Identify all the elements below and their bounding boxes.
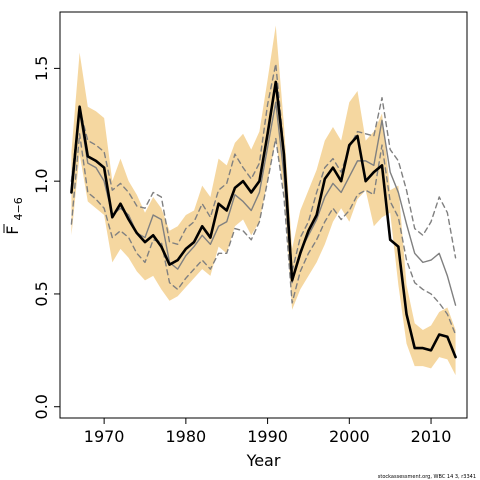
y-tick-label: 0.5 bbox=[32, 281, 51, 306]
y-axis-title-symbol: F bbox=[3, 226, 22, 235]
x-tick-label: 1990 bbox=[247, 427, 288, 446]
x-tick-label: 2010 bbox=[411, 427, 452, 446]
y-axis-title: F 4−6 bbox=[3, 197, 25, 235]
y-tick-label: 1.0 bbox=[32, 168, 51, 193]
previous-upper-line bbox=[70, 63, 457, 273]
previous-lower-line bbox=[70, 133, 457, 336]
x-tick-label: 1980 bbox=[166, 427, 207, 446]
svg-text:F 4−6: F 4−6 bbox=[3, 197, 25, 235]
x-tick-label: 2000 bbox=[329, 427, 370, 446]
plot-area bbox=[59, 11, 468, 419]
x-axis-title: Year bbox=[246, 451, 281, 470]
y-tick-label: 0.0 bbox=[32, 394, 51, 419]
y-axis-title-subscript: 4−6 bbox=[12, 197, 25, 220]
x-tick-label: 1970 bbox=[84, 427, 125, 446]
credit-text: stockassessment.org, WBC 14 3, r3341 bbox=[378, 474, 476, 480]
x-axis: 1970 1980 1990 2000 2010 bbox=[84, 417, 452, 446]
estimate-line bbox=[70, 80, 457, 359]
y-tick-label: 1.5 bbox=[32, 56, 51, 81]
series-lines-layer bbox=[70, 63, 457, 359]
y-axis: 0.0 0.5 1.0 1.5 bbox=[32, 56, 61, 419]
